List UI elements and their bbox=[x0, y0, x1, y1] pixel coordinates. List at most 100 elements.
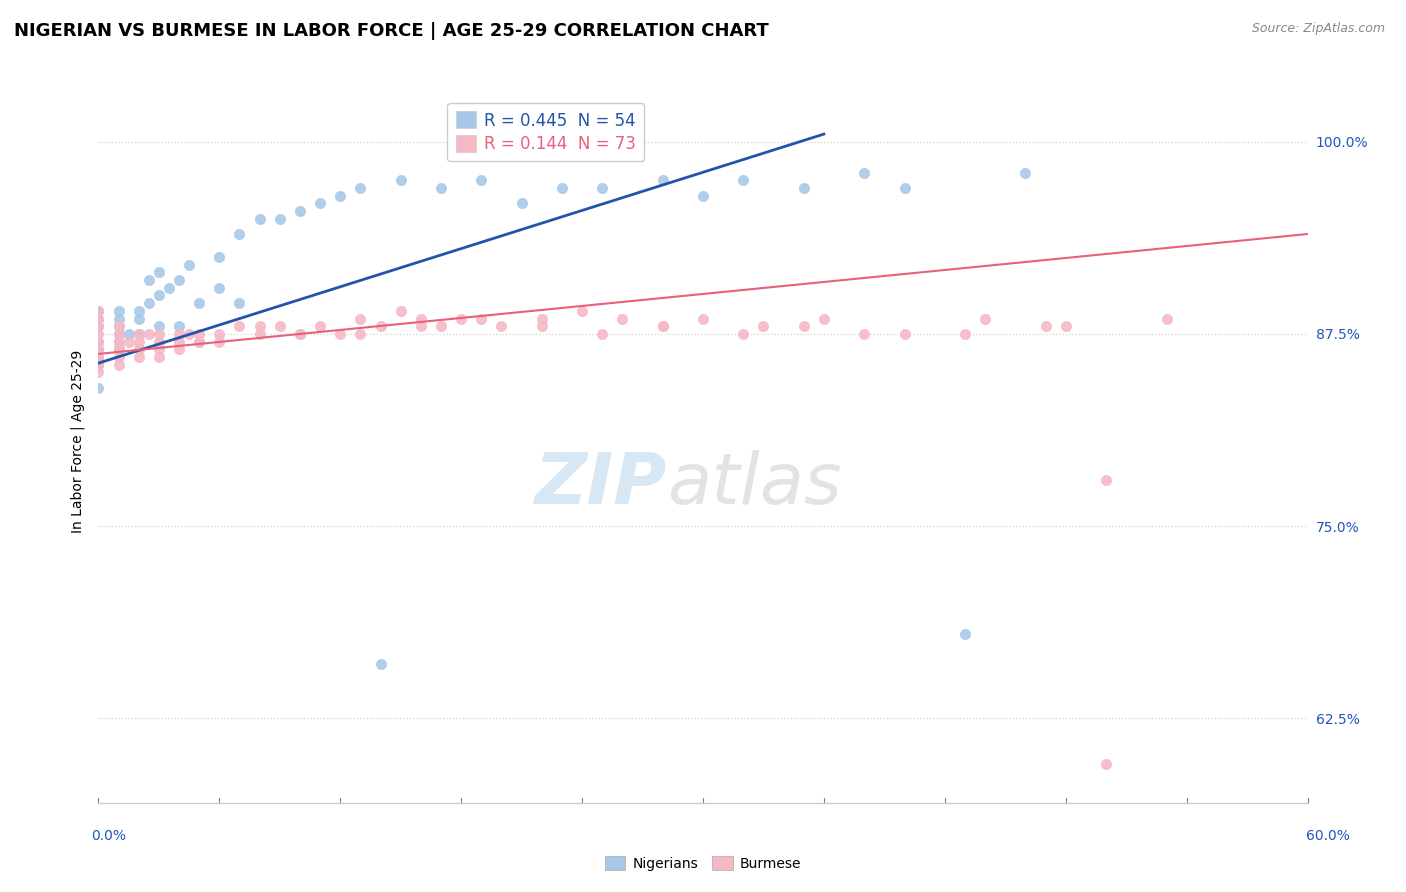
Point bbox=[309, 319, 332, 334]
Point bbox=[450, 311, 472, 326]
Point bbox=[491, 319, 513, 334]
Point bbox=[107, 334, 129, 349]
Point bbox=[188, 334, 211, 349]
Point bbox=[179, 326, 201, 341]
Point bbox=[148, 343, 170, 357]
Point bbox=[430, 319, 453, 334]
Point bbox=[107, 358, 129, 372]
Point bbox=[107, 343, 129, 357]
Point bbox=[128, 311, 150, 326]
Point bbox=[87, 311, 110, 326]
Point bbox=[349, 311, 371, 326]
Point bbox=[793, 181, 815, 195]
Point bbox=[148, 334, 170, 349]
Point bbox=[87, 304, 110, 318]
Point bbox=[179, 258, 201, 272]
Text: atlas: atlas bbox=[666, 450, 841, 519]
Point bbox=[107, 304, 129, 318]
Point bbox=[1156, 311, 1178, 326]
Point bbox=[309, 196, 332, 211]
Legend: R = 0.445  N = 54, R = 0.144  N = 73: R = 0.445 N = 54, R = 0.144 N = 73 bbox=[447, 103, 644, 161]
Point bbox=[128, 304, 150, 318]
Point bbox=[87, 304, 110, 318]
Point bbox=[530, 311, 553, 326]
Point bbox=[612, 311, 634, 326]
Text: 60.0%: 60.0% bbox=[1306, 829, 1350, 843]
Point bbox=[208, 281, 231, 295]
Point bbox=[1035, 319, 1057, 334]
Point bbox=[370, 319, 392, 334]
Point bbox=[591, 326, 613, 341]
Point bbox=[107, 334, 129, 349]
Point bbox=[167, 319, 190, 334]
Point bbox=[269, 211, 291, 226]
Point bbox=[1014, 165, 1036, 179]
Point bbox=[409, 311, 432, 326]
Point bbox=[107, 350, 129, 364]
Point bbox=[389, 173, 412, 187]
Point bbox=[107, 326, 129, 341]
Point bbox=[470, 311, 492, 326]
Point bbox=[389, 304, 412, 318]
Point bbox=[157, 281, 180, 295]
Point bbox=[128, 334, 150, 349]
Point bbox=[148, 319, 170, 334]
Text: ZIP: ZIP bbox=[534, 450, 666, 519]
Point bbox=[409, 319, 432, 334]
Point bbox=[974, 311, 997, 326]
Point bbox=[1095, 473, 1118, 487]
Point bbox=[188, 334, 211, 349]
Point bbox=[188, 296, 211, 310]
Text: Source: ZipAtlas.com: Source: ZipAtlas.com bbox=[1251, 22, 1385, 36]
Text: NIGERIAN VS BURMESE IN LABOR FORCE | AGE 25-29 CORRELATION CHART: NIGERIAN VS BURMESE IN LABOR FORCE | AGE… bbox=[14, 22, 769, 40]
Point bbox=[118, 334, 141, 349]
Point bbox=[128, 326, 150, 341]
Point bbox=[733, 173, 755, 187]
Point bbox=[893, 326, 915, 341]
Point bbox=[107, 319, 129, 334]
Point bbox=[470, 173, 492, 187]
Point bbox=[87, 365, 110, 379]
Point bbox=[651, 319, 673, 334]
Point bbox=[793, 319, 815, 334]
Point bbox=[953, 326, 976, 341]
Legend: Nigerians, Burmese: Nigerians, Burmese bbox=[599, 850, 807, 876]
Point bbox=[87, 343, 110, 357]
Point bbox=[138, 326, 160, 341]
Point bbox=[87, 350, 110, 364]
Point bbox=[692, 188, 714, 202]
Point bbox=[571, 304, 593, 318]
Point bbox=[138, 273, 160, 287]
Point bbox=[329, 326, 352, 341]
Point bbox=[138, 296, 160, 310]
Point bbox=[87, 311, 110, 326]
Point bbox=[167, 273, 190, 287]
Point bbox=[551, 181, 574, 195]
Point bbox=[530, 319, 553, 334]
Point bbox=[167, 343, 190, 357]
Point bbox=[1095, 757, 1118, 772]
Point bbox=[591, 181, 613, 195]
Point bbox=[87, 334, 110, 349]
Point bbox=[430, 181, 453, 195]
Point bbox=[148, 350, 170, 364]
Point bbox=[329, 188, 352, 202]
Point bbox=[107, 311, 129, 326]
Point bbox=[87, 334, 110, 349]
Point bbox=[853, 165, 876, 179]
Point bbox=[87, 326, 110, 341]
Point bbox=[288, 203, 311, 218]
Point bbox=[148, 288, 170, 302]
Text: 0.0%: 0.0% bbox=[91, 829, 127, 843]
Point bbox=[813, 311, 835, 326]
Point bbox=[752, 319, 775, 334]
Point bbox=[188, 326, 211, 341]
Point bbox=[651, 173, 673, 187]
Point bbox=[167, 334, 190, 349]
Point bbox=[288, 326, 311, 341]
Point bbox=[249, 319, 271, 334]
Point bbox=[87, 381, 110, 395]
Point bbox=[953, 626, 976, 640]
Point bbox=[349, 181, 371, 195]
Point bbox=[349, 326, 371, 341]
